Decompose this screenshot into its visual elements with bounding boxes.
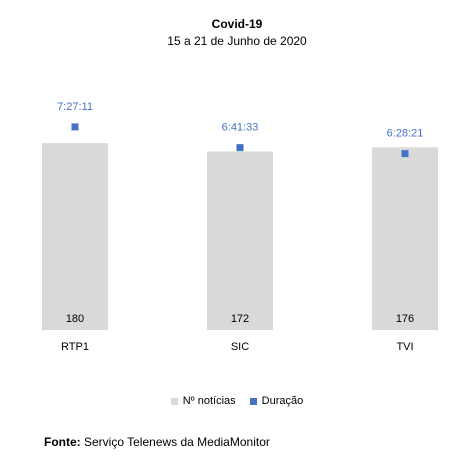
bar-rtp1 [42, 143, 108, 330]
duration-value-label: 6:41:33 [222, 122, 259, 134]
duration-marker-sic [236, 144, 244, 152]
source-text: Serviço Telenews da MediaMonitor [84, 435, 270, 449]
duration-value-label: 6:28:21 [387, 128, 424, 140]
duration-value-label: 7:27:11 [57, 101, 93, 113]
bar-sic [207, 151, 273, 330]
chart-legend: Nº notícias Duração [0, 395, 474, 407]
source-label: Fonte: [44, 435, 81, 449]
chart-subtitle: 15 a 21 de Junho de 2020 [167, 34, 307, 48]
bar-value-label: 180 [66, 313, 84, 325]
duration-marker-tvi [401, 150, 409, 158]
category-label: TVI [396, 341, 413, 353]
legend-item-duration: Duração [249, 395, 304, 407]
category-label: RTP1 [61, 341, 89, 353]
chart-plot: 180 7:27:11 RTP1 172 6:41:33 SIC 176 6:28:21 TVI [42, 101, 438, 353]
duration-marker-rtp1 [71, 123, 79, 131]
source-footer: Fonte: Serviço Telenews da MediaMonitor [44, 435, 270, 449]
bar-value-label: 176 [396, 313, 414, 325]
legend-label-bars: Nº notícias [182, 395, 236, 407]
chart-title: Covid-19 [211, 17, 263, 31]
legend-label-duration: Duração [261, 395, 304, 407]
legend-swatch-duration [249, 397, 257, 405]
legend-item-bars: Nº notícias [170, 395, 236, 407]
category-label: SIC [231, 341, 249, 353]
bar-value-label: 172 [231, 313, 249, 325]
bar-tvi [372, 147, 438, 330]
legend-swatch-bars [170, 397, 178, 405]
